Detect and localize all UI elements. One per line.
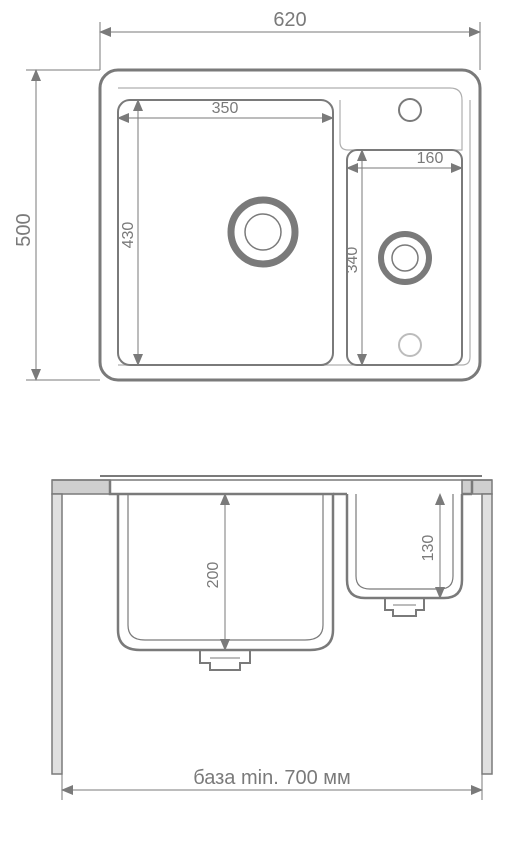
main-drain-icon bbox=[231, 200, 295, 264]
dimension-430: 430 bbox=[120, 100, 138, 365]
dimension-500: 500 bbox=[13, 70, 100, 380]
dim-label-200: 200 bbox=[205, 562, 222, 589]
dim-label-130: 130 bbox=[420, 535, 437, 562]
small-bowl bbox=[347, 150, 462, 365]
section-view: 200 130 база min. 700 мм bbox=[52, 476, 492, 800]
dimension-620: 620 bbox=[100, 9, 480, 70]
main-bowl bbox=[118, 100, 333, 365]
dimension-350: 350 bbox=[118, 100, 333, 118]
tap-hole-icon bbox=[399, 99, 421, 121]
dimension-130: 130 bbox=[420, 494, 440, 598]
technical-drawing: 620 500 350 160 430 340 bbox=[0, 0, 516, 852]
dimension-base: база min. 700 мм bbox=[62, 767, 482, 800]
dim-label-160: 160 bbox=[417, 150, 444, 167]
dim-label-620: 620 bbox=[273, 9, 306, 31]
small-drain-icon bbox=[381, 234, 429, 282]
dimension-200: 200 bbox=[205, 494, 225, 650]
tap-hole-icon bbox=[399, 334, 421, 356]
main-drain-section-icon bbox=[200, 650, 250, 670]
dim-label-500: 500 bbox=[13, 213, 35, 246]
dimension-160: 160 bbox=[347, 150, 462, 168]
small-bowl-section bbox=[347, 494, 462, 598]
dim-label-340: 340 bbox=[344, 247, 361, 274]
dim-label-350: 350 bbox=[212, 100, 239, 117]
small-drain-section-icon bbox=[385, 598, 424, 616]
top-view: 620 500 350 160 430 340 bbox=[13, 9, 480, 380]
dim-label-base: база min. 700 мм bbox=[193, 767, 351, 789]
dim-label-430: 430 bbox=[120, 222, 137, 249]
